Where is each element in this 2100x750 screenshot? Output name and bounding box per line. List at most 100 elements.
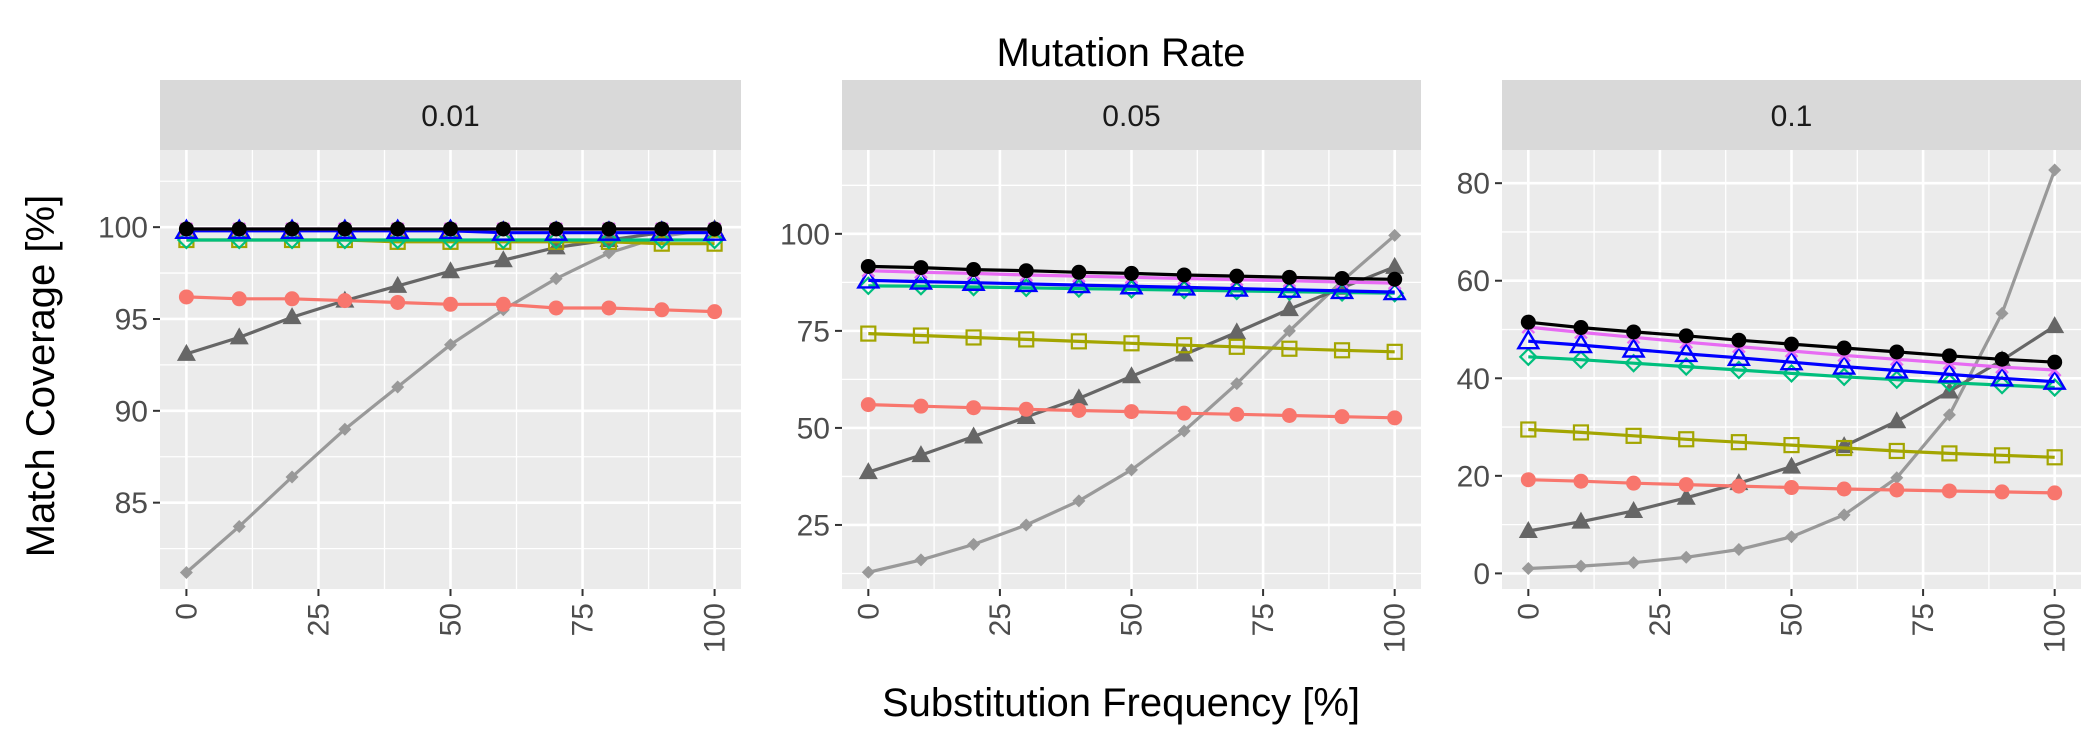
data-point (1071, 264, 1087, 280)
y-tick-label: 90 (115, 395, 148, 428)
data-point (549, 272, 563, 286)
data-point (1019, 518, 1033, 532)
data-point (1230, 377, 1244, 391)
data-point (1382, 279, 1407, 301)
data-point (1281, 269, 1297, 285)
data-point (1784, 336, 1799, 352)
data-point (1072, 494, 1086, 508)
data-point (390, 294, 406, 310)
facet-panel-1: 0.01 85 90 95 100 0 25 50 75 100 (98, 80, 741, 653)
data-point (1888, 442, 1905, 460)
data-point (1779, 349, 1804, 371)
x-tick-label: 100 (2039, 603, 2072, 653)
data-point (1387, 271, 1403, 287)
y-tick-label: 100 (98, 212, 148, 245)
data-point (1066, 272, 1091, 294)
data-point (1014, 271, 1039, 293)
series-group (856, 268, 1407, 301)
data-point (914, 553, 928, 567)
data-point (548, 221, 564, 237)
data-point (1277, 277, 1302, 298)
data-point (1387, 410, 1403, 426)
y-tick-label: 80 (1457, 168, 1490, 201)
data-point (706, 235, 723, 252)
data-point (1941, 483, 1957, 499)
data-point (284, 291, 300, 307)
x-tick-label: 100 (699, 603, 732, 653)
data-point (2045, 316, 2065, 334)
data-point (1678, 431, 1695, 448)
data-point (282, 307, 302, 325)
data-point (2048, 163, 2062, 177)
x-tick-label: 0 (852, 603, 885, 620)
x-axis-title: Substitution Frequency [%] (882, 681, 1360, 725)
data-point (913, 398, 929, 414)
data-point (178, 221, 194, 237)
y-axis-title: Match Coverage [%] (19, 195, 63, 557)
data-point (1172, 275, 1197, 296)
data-point (1516, 328, 1541, 350)
data-point (860, 258, 876, 274)
data-point (858, 276, 878, 296)
data-point (911, 276, 931, 296)
data-point (1678, 477, 1694, 493)
data-point (1732, 542, 1746, 556)
data-point (1070, 333, 1087, 350)
facet-strip (842, 80, 1421, 150)
series-group (1520, 472, 2063, 501)
data-point (1227, 322, 1247, 340)
data-point (1889, 482, 1905, 498)
x-tick-label: 100 (1379, 603, 1412, 653)
data-point (2047, 354, 2063, 370)
data-point (601, 221, 617, 237)
data-point (441, 261, 460, 279)
data-point (1627, 556, 1641, 570)
data-point (1281, 407, 1297, 423)
y-tick-label: 50 (797, 412, 830, 445)
data-point (1520, 421, 1537, 438)
data-point (1989, 365, 2015, 387)
data-point (1334, 409, 1350, 425)
data-point (1995, 306, 2009, 320)
data-point (1071, 402, 1087, 418)
data-point (1837, 508, 1851, 522)
data-point (653, 235, 670, 252)
data-point (231, 221, 247, 237)
data-point (1783, 437, 1800, 454)
data-point (1229, 406, 1245, 422)
data-point (1676, 357, 1696, 377)
data-point (913, 260, 929, 276)
data-point (1621, 337, 1646, 358)
data-point (1229, 268, 1245, 284)
x-tick-label: 25 (984, 603, 1017, 636)
facet-strip-label: 0.01 (421, 100, 479, 133)
data-point (1018, 263, 1034, 279)
data-point (1329, 278, 1355, 300)
y-tick-label: 25 (797, 509, 830, 542)
data-point (176, 343, 196, 361)
facet-strip-label: 0.1 (1771, 100, 1813, 133)
data-point (1781, 363, 1802, 383)
data-point (961, 270, 986, 291)
data-point (1125, 463, 1138, 477)
data-point (2047, 485, 2063, 501)
data-point (908, 269, 934, 290)
data-point (1520, 314, 1536, 330)
series-line (868, 332, 1395, 354)
series-line (1528, 339, 2055, 384)
data-point (1333, 342, 1351, 359)
data-point (705, 230, 725, 250)
facet-strip (1502, 80, 2081, 150)
data-point (444, 338, 457, 352)
data-point (1994, 484, 2010, 500)
x-tick-label: 50 (435, 603, 468, 636)
data-point (388, 275, 408, 293)
data-point (707, 221, 723, 237)
data-point (1729, 360, 1749, 380)
data-point (338, 422, 352, 436)
series-group (1516, 328, 2067, 390)
data-point (1177, 424, 1191, 438)
data-point (860, 397, 876, 413)
data-point (856, 268, 881, 289)
data-point (1624, 353, 1644, 373)
